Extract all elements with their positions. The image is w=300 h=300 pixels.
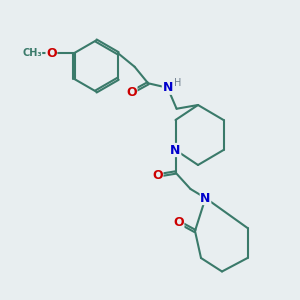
Text: O: O [173, 215, 184, 229]
Text: N: N [162, 81, 173, 94]
Text: O: O [126, 86, 137, 99]
Text: O: O [46, 47, 57, 60]
Text: H: H [174, 78, 182, 88]
Text: N: N [170, 143, 181, 157]
Text: N: N [200, 191, 211, 205]
Text: CH₃: CH₃ [22, 48, 42, 58]
Text: O: O [152, 169, 163, 182]
